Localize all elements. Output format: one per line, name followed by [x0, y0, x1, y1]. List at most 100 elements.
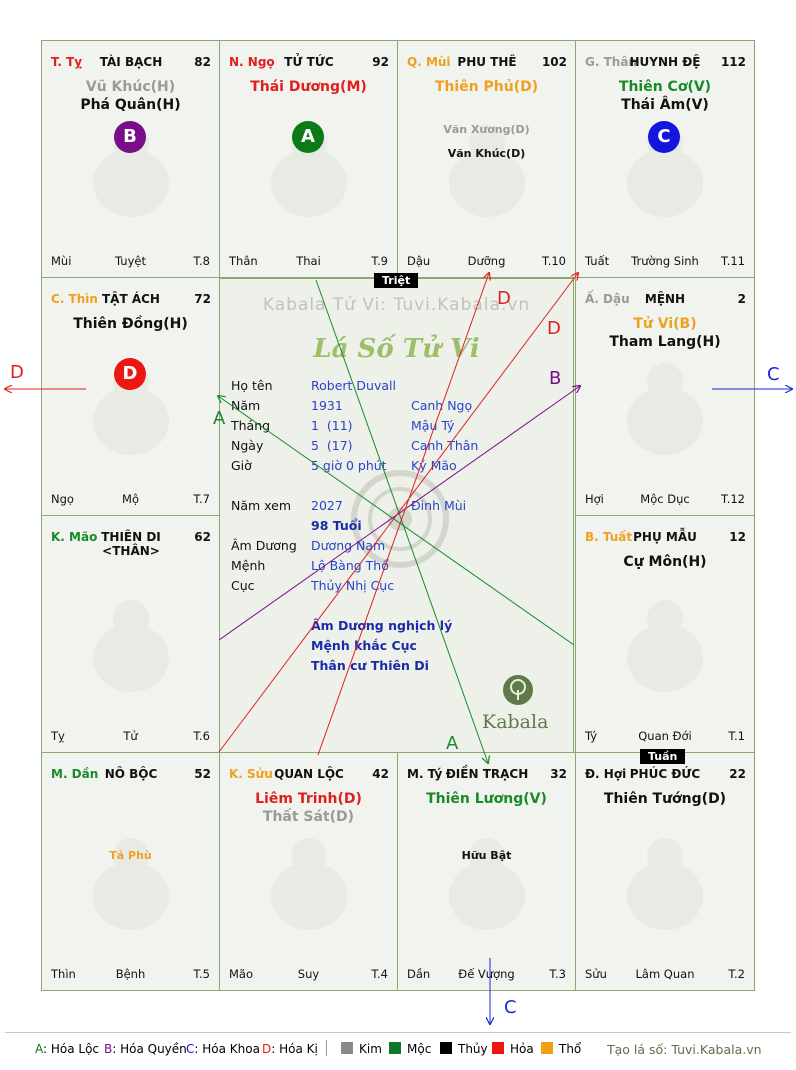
palace-zodiac: B. Tuất — [585, 530, 633, 544]
kabala-tree-logo — [503, 675, 533, 705]
palace-age: 22 — [729, 767, 746, 781]
value-nam: 1931 — [311, 398, 343, 413]
palace-name: MỆNH — [644, 292, 686, 306]
palace-zodiac: C. Thìn — [51, 292, 98, 306]
palace-age: 32 — [550, 767, 567, 781]
palace-bottom-right: T.8 — [193, 254, 210, 268]
major-star: Tử Vi(B) — [633, 316, 697, 332]
tuan-marker: Tuần — [640, 749, 686, 764]
value-tuoi: 98 Tuổi — [311, 518, 362, 533]
palace-bottom-right: T.10 — [542, 254, 566, 268]
legend-site-link[interactable]: Tạo lá số: Tuvi.Kabala.vn — [607, 1042, 762, 1057]
value-cuc: Thủy Nhị Cục — [311, 578, 395, 593]
palace-name: QUAN LỘC — [274, 767, 344, 781]
palace-bottom-right: T.3 — [549, 967, 566, 981]
major-star: Cự Môn(H) — [623, 554, 707, 570]
legend-kim: Kim — [341, 1042, 382, 1056]
hoa-circle-badge: A — [292, 121, 324, 153]
label-thang: Tháng — [231, 418, 271, 433]
palace-mui: Q. Mùi PHU THÊ 102 Thiên Phủ(D) Văn Xương(D)… — [397, 40, 576, 278]
palace-name: PHU THÊ — [457, 55, 517, 69]
palace-name: TẬT ÁCH — [102, 292, 160, 306]
palace-bottom-right: T.12 — [721, 492, 745, 506]
label-d-top2: D — [547, 318, 561, 339]
palace-bottom-mid: Bệnh — [115, 967, 146, 981]
value-ngay: 5 (17) — [311, 438, 353, 453]
palace-bottom-left: Thân — [229, 254, 258, 268]
label-ho-ten: Họ tên — [231, 378, 273, 393]
palace-bottom-mid: Mộ — [122, 492, 139, 506]
arrow-hoa-loc-line-2 — [315, 279, 488, 763]
palace-bottom-right: T.2 — [728, 967, 745, 981]
legend-hoa-loc: A: Hóa Lộc — [35, 1042, 100, 1056]
palace-age: 92 — [372, 55, 389, 69]
legend-moc: Mộc — [389, 1042, 431, 1056]
palace-zodiac: N. Ngọ — [229, 55, 275, 69]
zodiac-animal-watermark — [627, 837, 703, 930]
hoa-circle-badge: B — [114, 121, 146, 153]
major-star: Thiên Lương(V) — [426, 791, 547, 807]
palace-bottom-right: T.7 — [193, 492, 210, 506]
palace-bottom-mid: Mộc Dục — [640, 492, 690, 506]
palace-age: 82 — [194, 55, 211, 69]
center-info-panel: Kabala Tử Vi: Tuvi.Kabala.vn Lá Số Tử Vi… — [219, 278, 574, 753]
palace-age: 2 — [737, 292, 746, 306]
note-am-duong: Âm Dương nghịch lý — [311, 618, 453, 633]
legend-hoa: Hỏa — [492, 1042, 534, 1056]
palace-age: 52 — [194, 767, 211, 781]
palace-age: 62 — [194, 530, 211, 544]
palace-zodiac: K. Sửu — [229, 767, 273, 781]
kim-swatch — [341, 1042, 353, 1054]
palace-age: 102 — [541, 55, 567, 69]
label-d-left: D — [10, 362, 24, 383]
label-cuc: Cục — [231, 578, 255, 593]
moc-swatch — [389, 1042, 401, 1054]
palace-bottom-left: Sửu — [585, 967, 607, 981]
legend-divider — [5, 1032, 791, 1033]
label-a-left: A — [213, 408, 226, 429]
palace-ngo: N. Ngọ TỬ TỨC 92 Thái Dương(M) A Thân Thai T.9 — [219, 40, 398, 278]
value-thang-can-chi: Mậu Tý — [411, 418, 455, 433]
label-c-bottom: C — [504, 997, 517, 1018]
major-star: Thiên Phủ(D) — [434, 79, 539, 95]
hoa-circle-badge: C — [648, 121, 680, 153]
palace-bottom-right: T.6 — [193, 729, 210, 743]
palace-bottom-mid: Lâm Quan — [635, 967, 695, 981]
palace-name: NÔ BỘC — [104, 767, 158, 781]
major-star: Phá Quân(H) — [80, 97, 181, 113]
thuy-swatch — [440, 1042, 452, 1054]
major-star: Tham Lang(H) — [609, 334, 721, 350]
minor-star: Văn Khúc(D) — [447, 147, 526, 160]
major-star: Liêm Trinh(D) — [255, 791, 362, 807]
label-c-right: C — [767, 364, 780, 385]
palace-bottom-mid: Dưỡng — [467, 254, 506, 268]
palace-bottom-left: Dần — [407, 967, 431, 981]
palace-dau: Ấ. Dậu MỆNH 2 Tử Vi(B) Tham Lang(H) Hợi Mộc Dụ… — [575, 277, 755, 516]
palace-zodiac: Q. Mùi — [407, 55, 451, 69]
note-than-cu: Thân cư Thiên Di — [311, 658, 429, 673]
palace-name: HUYNH ĐỆ — [629, 55, 701, 69]
hoa-circle-badge: D — [114, 358, 146, 390]
legend-thuy: Thủy — [440, 1042, 488, 1056]
palace-age: 112 — [720, 55, 746, 69]
palace-bottom-left: Tỵ — [51, 729, 65, 743]
palace-bottom-left: Dậu — [407, 254, 431, 268]
palace-bottom-right: T.9 — [371, 254, 388, 268]
zodiac-animal-watermark — [627, 362, 703, 455]
zodiac-animal-watermark — [270, 837, 347, 930]
palace-bottom-left: Mão — [229, 967, 254, 981]
palace-bottom-right: T.4 — [371, 967, 388, 981]
label-a-bottom: A — [446, 733, 459, 754]
major-star: Thiên Cơ(V) — [618, 79, 712, 95]
note-menh-cuc: Mệnh khắc Cục — [311, 638, 417, 653]
palace-bottom-right: T.11 — [721, 254, 745, 268]
palace-than: G. Thân HUYNH ĐỆ 112 Thiên Cơ(V) Thái Âm(V) C… — [575, 40, 755, 278]
palace-zodiac: M. Dần — [51, 767, 99, 781]
palace-ty: T. Tỵ TÀI BẠCH 82 Vũ Khúc(H) Phá Quân(H) B Mùi… — [41, 40, 220, 278]
kabala-logo-text: Kabala — [482, 711, 549, 733]
major-star: Thái Âm(V) — [621, 97, 709, 113]
minor-star: Văn Xương(D) — [443, 123, 530, 136]
palace-zodiac: T. Tỵ — [51, 55, 83, 69]
major-star: Thiên Tướng(D) — [603, 791, 727, 807]
minor-star: Hữu Bật — [461, 849, 512, 862]
